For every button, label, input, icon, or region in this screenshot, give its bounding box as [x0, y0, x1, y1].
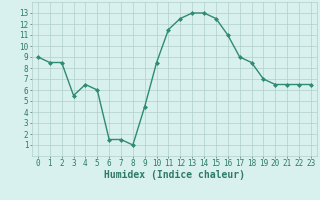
X-axis label: Humidex (Indice chaleur): Humidex (Indice chaleur)	[104, 170, 245, 180]
